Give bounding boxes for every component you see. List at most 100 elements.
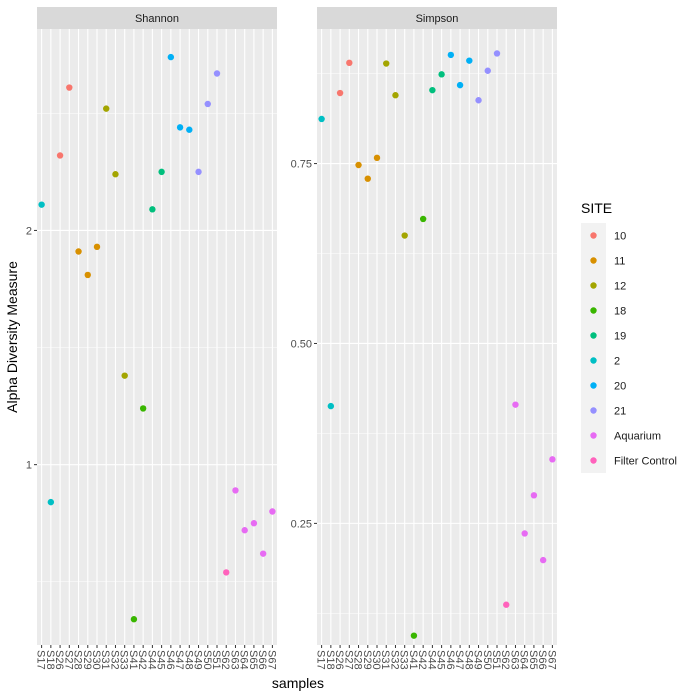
- x-tick-label: S50: [481, 650, 493, 670]
- legend-item: 12: [581, 273, 626, 298]
- data-point-simpson-s67: [549, 456, 556, 463]
- x-tick-label: S33: [398, 650, 410, 670]
- x-tick-label: S17: [35, 650, 47, 670]
- y-axis-label: Alpha Diversity Measure: [4, 261, 20, 413]
- x-tick-label: S67: [265, 650, 277, 670]
- data-point-shannon-s50: [204, 100, 211, 108]
- x-tick-label: S26: [53, 650, 65, 670]
- x-tick-label: S62: [499, 650, 511, 670]
- legend-item: Filter Control: [581, 448, 677, 473]
- x-tick-label: S31: [379, 650, 391, 670]
- x-tick-label: S33: [118, 650, 130, 670]
- data-point-simpson-s46: [447, 51, 455, 59]
- data-point-simpson-s47: [456, 81, 464, 89]
- x-tick-label: S49: [472, 650, 484, 670]
- x-tick-label: S47: [453, 650, 465, 670]
- data-point-shannon-s62: [223, 569, 230, 576]
- data-point-simpson-s49: [475, 97, 482, 104]
- legend-marker: [590, 382, 597, 389]
- y-tick-label: 1: [26, 460, 32, 472]
- x-tick-label: S42: [416, 650, 428, 670]
- data-point-simpson-s27: [346, 59, 353, 67]
- x-tick-label: S30: [90, 650, 102, 670]
- panel-background: [37, 29, 277, 645]
- x-tick-label: S28: [352, 650, 364, 670]
- data-point-shannon-s29: [84, 271, 91, 279]
- data-point-simpson-s32: [392, 92, 399, 99]
- legend-marker: [590, 232, 597, 239]
- data-point-simpson-s63: [512, 401, 519, 408]
- x-tick-label: S44: [145, 650, 157, 670]
- legend-item: 21: [581, 398, 626, 423]
- data-point-shannon-s18: [47, 498, 55, 506]
- data-point-simpson-s62: [503, 601, 510, 608]
- legend-label: 18: [614, 306, 626, 318]
- data-point-simpson-s64: [521, 530, 528, 537]
- x-tick-label: S49: [192, 650, 204, 670]
- data-point-simpson-s28: [355, 161, 362, 169]
- data-point-shannon-s67: [269, 508, 276, 515]
- x-tick-label: S64: [518, 650, 530, 670]
- legend-item: 19: [581, 323, 626, 348]
- legend: SITE 10 11 12 18 19 2 20 21 Aquarium Filter Contr…: [581, 200, 677, 473]
- data-point-simpson-s41: [410, 632, 418, 639]
- legend-marker: [590, 407, 597, 414]
- x-tick-label: S41: [127, 650, 139, 670]
- data-point-simpson-s50: [484, 67, 491, 74]
- legend-marker: [590, 332, 597, 339]
- legend-items: 10 11 12 18 19 2 20 21 Aquarium Filter Control: [581, 223, 677, 473]
- data-point-shannon-s31: [103, 105, 110, 112]
- legend-item: 10: [581, 223, 626, 248]
- x-tick-label: S64: [238, 650, 250, 670]
- x-tick-label: S46: [444, 650, 456, 670]
- data-point-shannon-s30: [93, 243, 101, 251]
- legend-marker: [590, 357, 597, 364]
- legend-label: 20: [614, 381, 626, 393]
- legend-label: 19: [614, 331, 626, 343]
- data-point-simpson-s31: [383, 60, 390, 67]
- x-tick-label: S45: [435, 650, 447, 670]
- legend-marker: [590, 257, 597, 264]
- data-point-shannon-s66: [259, 550, 267, 557]
- x-tick-label: S65: [527, 650, 539, 670]
- legend-label: Filter Control: [614, 456, 677, 468]
- x-tick-label: S27: [62, 650, 74, 670]
- data-point-simpson-s42: [419, 215, 427, 223]
- legend-item: 2: [581, 348, 620, 373]
- x-tick-label: S32: [108, 650, 120, 670]
- data-point-simpson-s30: [373, 154, 381, 162]
- data-point-shannon-s27: [66, 84, 73, 91]
- x-tick-label: S62: [219, 650, 231, 670]
- data-point-shannon-s49: [195, 168, 202, 176]
- x-tick-label: S63: [508, 650, 520, 670]
- x-axis-label: samples: [272, 675, 324, 691]
- data-point-simpson-s33: [401, 232, 408, 239]
- data-point-simpson-s26: [336, 89, 344, 97]
- x-tick-label: S44: [425, 650, 437, 670]
- legend-item: 11: [581, 248, 625, 273]
- legend-label: 11: [614, 256, 625, 268]
- x-tick-label: S26: [333, 650, 345, 670]
- data-point-simpson-s45: [438, 71, 445, 78]
- data-point-shannon-s33: [121, 372, 128, 379]
- data-point-shannon-s45: [158, 168, 165, 176]
- facet-panels: Shannon12S17S18S26S27S28S29S30S31S32S33S…: [26, 7, 557, 670]
- facet-strip-label: Shannon: [135, 13, 179, 25]
- x-tick-label: S30: [370, 650, 382, 670]
- x-tick-label: S46: [164, 650, 176, 670]
- data-point-simpson-s29: [364, 175, 371, 182]
- legend-label: 12: [614, 281, 626, 293]
- legend-marker: [590, 307, 597, 314]
- x-tick-label: S63: [228, 650, 240, 670]
- data-point-simpson-s65: [530, 492, 538, 499]
- data-point-simpson-s51: [493, 50, 501, 57]
- legend-item: 18: [581, 298, 626, 323]
- data-point-shannon-s47: [176, 124, 184, 131]
- x-tick-label: S32: [388, 650, 400, 670]
- data-point-shannon-s44: [149, 206, 156, 213]
- x-tick-label: S66: [536, 650, 548, 670]
- facet-strip: [37, 7, 277, 29]
- x-tick-label: S47: [173, 650, 185, 670]
- facet-strip-label: Simpson: [416, 13, 459, 25]
